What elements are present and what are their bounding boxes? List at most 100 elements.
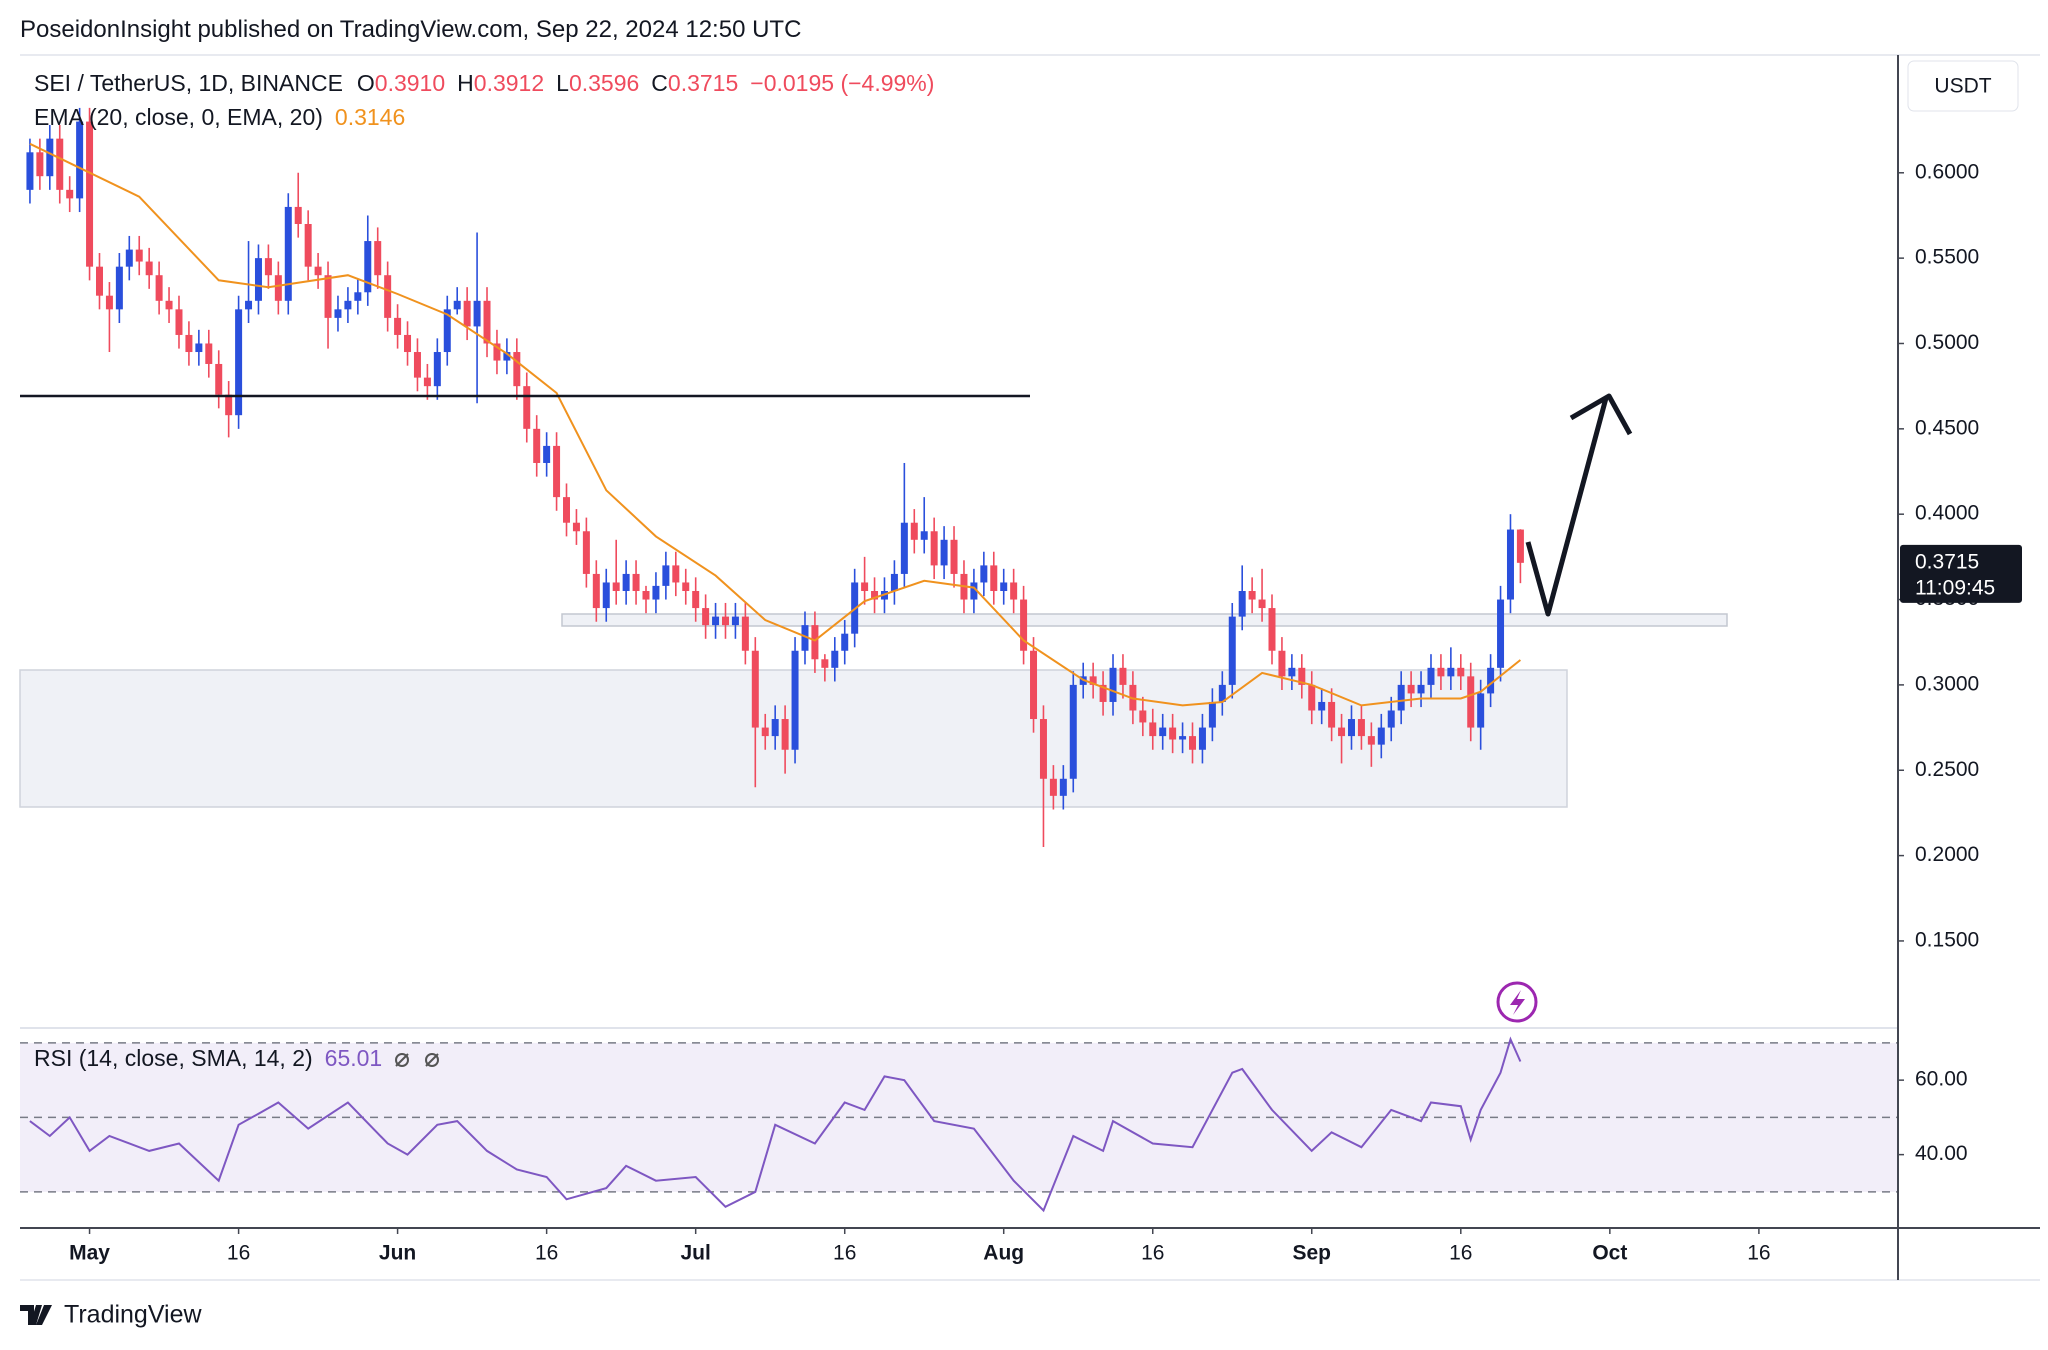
- candle-body: [622, 573, 630, 592]
- ohlc-key: O: [356, 70, 375, 96]
- candle-body: [1218, 684, 1226, 702]
- x-tick-label: 16: [1449, 1242, 1472, 1265]
- candle-body: [1089, 676, 1097, 685]
- y-tick-label: 0.3000: [1915, 672, 1979, 695]
- y-tick-label: 0.2000: [1915, 843, 1979, 866]
- candle-body: [771, 719, 779, 737]
- alert-icon: [1496, 981, 1538, 1023]
- candle-body: [115, 266, 123, 310]
- candle-body: [751, 650, 759, 728]
- ohlc-key: H: [457, 70, 474, 96]
- price-label: 0.3715: [1915, 550, 1979, 573]
- candle-body: [513, 352, 521, 387]
- candle-body: [572, 522, 580, 532]
- x-tick-label: 16: [1141, 1242, 1164, 1265]
- symbol-legend: SEI / TetherUS, 1D, BINANCE O0.3910 H0.391…: [34, 70, 934, 97]
- candle-body: [245, 300, 253, 310]
- x-tick-label: 16: [227, 1242, 250, 1265]
- arrow-head: [1569, 393, 1633, 436]
- candle-body: [642, 591, 650, 600]
- candle-body: [374, 241, 382, 276]
- candle-body: [582, 531, 590, 574]
- candle-body: [195, 343, 203, 353]
- candle-body: [294, 206, 302, 224]
- candle-body: [682, 582, 690, 592]
- candle-body: [731, 616, 739, 626]
- candle-body: [473, 300, 481, 327]
- candle-body: [1357, 719, 1365, 737]
- candle-body: [1139, 710, 1147, 723]
- candle-body: [344, 300, 352, 310]
- candle-body: [721, 616, 729, 626]
- rsi-legend: RSI (14, close, SMA, 14, 2) 65.01: [34, 1045, 452, 1072]
- candle-body: [662, 565, 670, 586]
- candle-body: [264, 258, 272, 276]
- candle-body: [413, 352, 421, 378]
- currency-label[interactable]: USDT: [1934, 75, 1991, 98]
- candle-body: [274, 275, 282, 301]
- x-tick-label: 16: [535, 1242, 558, 1265]
- candle-body: [1387, 710, 1395, 728]
- candle-body: [304, 223, 312, 267]
- candle-body: [1268, 608, 1276, 651]
- candle-body: [900, 522, 908, 574]
- candle-body: [563, 497, 571, 523]
- candle-body: [1049, 778, 1057, 796]
- candle-body: [1417, 684, 1425, 694]
- candle-body: [503, 352, 511, 361]
- candle-body: [1347, 719, 1355, 737]
- candle-body: [543, 445, 551, 463]
- rsi-y-tick-label: 60.00: [1915, 1068, 1968, 1091]
- candle-body: [66, 189, 74, 199]
- x-tick-label: May: [69, 1242, 110, 1265]
- candle-body: [1467, 676, 1475, 728]
- candle-body: [1059, 778, 1067, 796]
- candle-body: [1427, 667, 1435, 685]
- rsi-icons: [395, 1052, 440, 1067]
- candle-body: [493, 343, 501, 361]
- candle-body: [1149, 722, 1157, 737]
- ohlc-value: 0.3912: [473, 70, 545, 96]
- candle-body: [652, 585, 660, 600]
- candle-body: [1487, 667, 1495, 694]
- candle-body: [692, 591, 700, 609]
- y-tick-label: 0.2500: [1915, 758, 1979, 781]
- rsi-pane: [20, 1036, 1898, 1213]
- x-tick-label: Aug: [983, 1242, 1024, 1265]
- candle-body: [1407, 684, 1415, 694]
- candle-body: [225, 394, 233, 416]
- candle-body: [632, 573, 640, 592]
- candle-body: [95, 266, 103, 296]
- candle-body: [1516, 529, 1524, 563]
- x-tick-label: 16: [1747, 1242, 1770, 1265]
- x-tick-label: Sep: [1292, 1242, 1331, 1265]
- candle-body: [930, 531, 938, 566]
- y-tick-label: 0.5000: [1915, 331, 1979, 354]
- candle-body: [1258, 599, 1266, 609]
- candle-body: [741, 616, 749, 651]
- candle-body: [205, 343, 213, 364]
- candle-body: [1308, 684, 1316, 711]
- candle-body: [145, 261, 153, 276]
- candle-body: [394, 317, 402, 335]
- candle-body: [1010, 582, 1018, 600]
- candle-body: [1159, 727, 1167, 737]
- y-tick-label: 0.1500: [1915, 928, 1979, 951]
- candle-body: [1318, 701, 1326, 711]
- candle-body: [433, 352, 441, 387]
- candle-body: [940, 539, 948, 566]
- candle-body: [791, 650, 799, 750]
- candle-body: [463, 300, 471, 327]
- candle-body: [1238, 591, 1246, 617]
- tv-logo: [20, 1305, 52, 1325]
- y-tick-label: 0.5500: [1915, 246, 1979, 269]
- candle-body: [56, 138, 64, 190]
- candle-body: [1506, 529, 1514, 600]
- candle-body: [1228, 616, 1236, 685]
- candle-body: [1288, 667, 1296, 677]
- currency-button[interactable]: [1907, 60, 2019, 112]
- candle-body: [46, 138, 54, 177]
- projection-arrow: [1525, 397, 1609, 617]
- price-label-box: [1900, 544, 2022, 603]
- ema-line: [29, 142, 1522, 707]
